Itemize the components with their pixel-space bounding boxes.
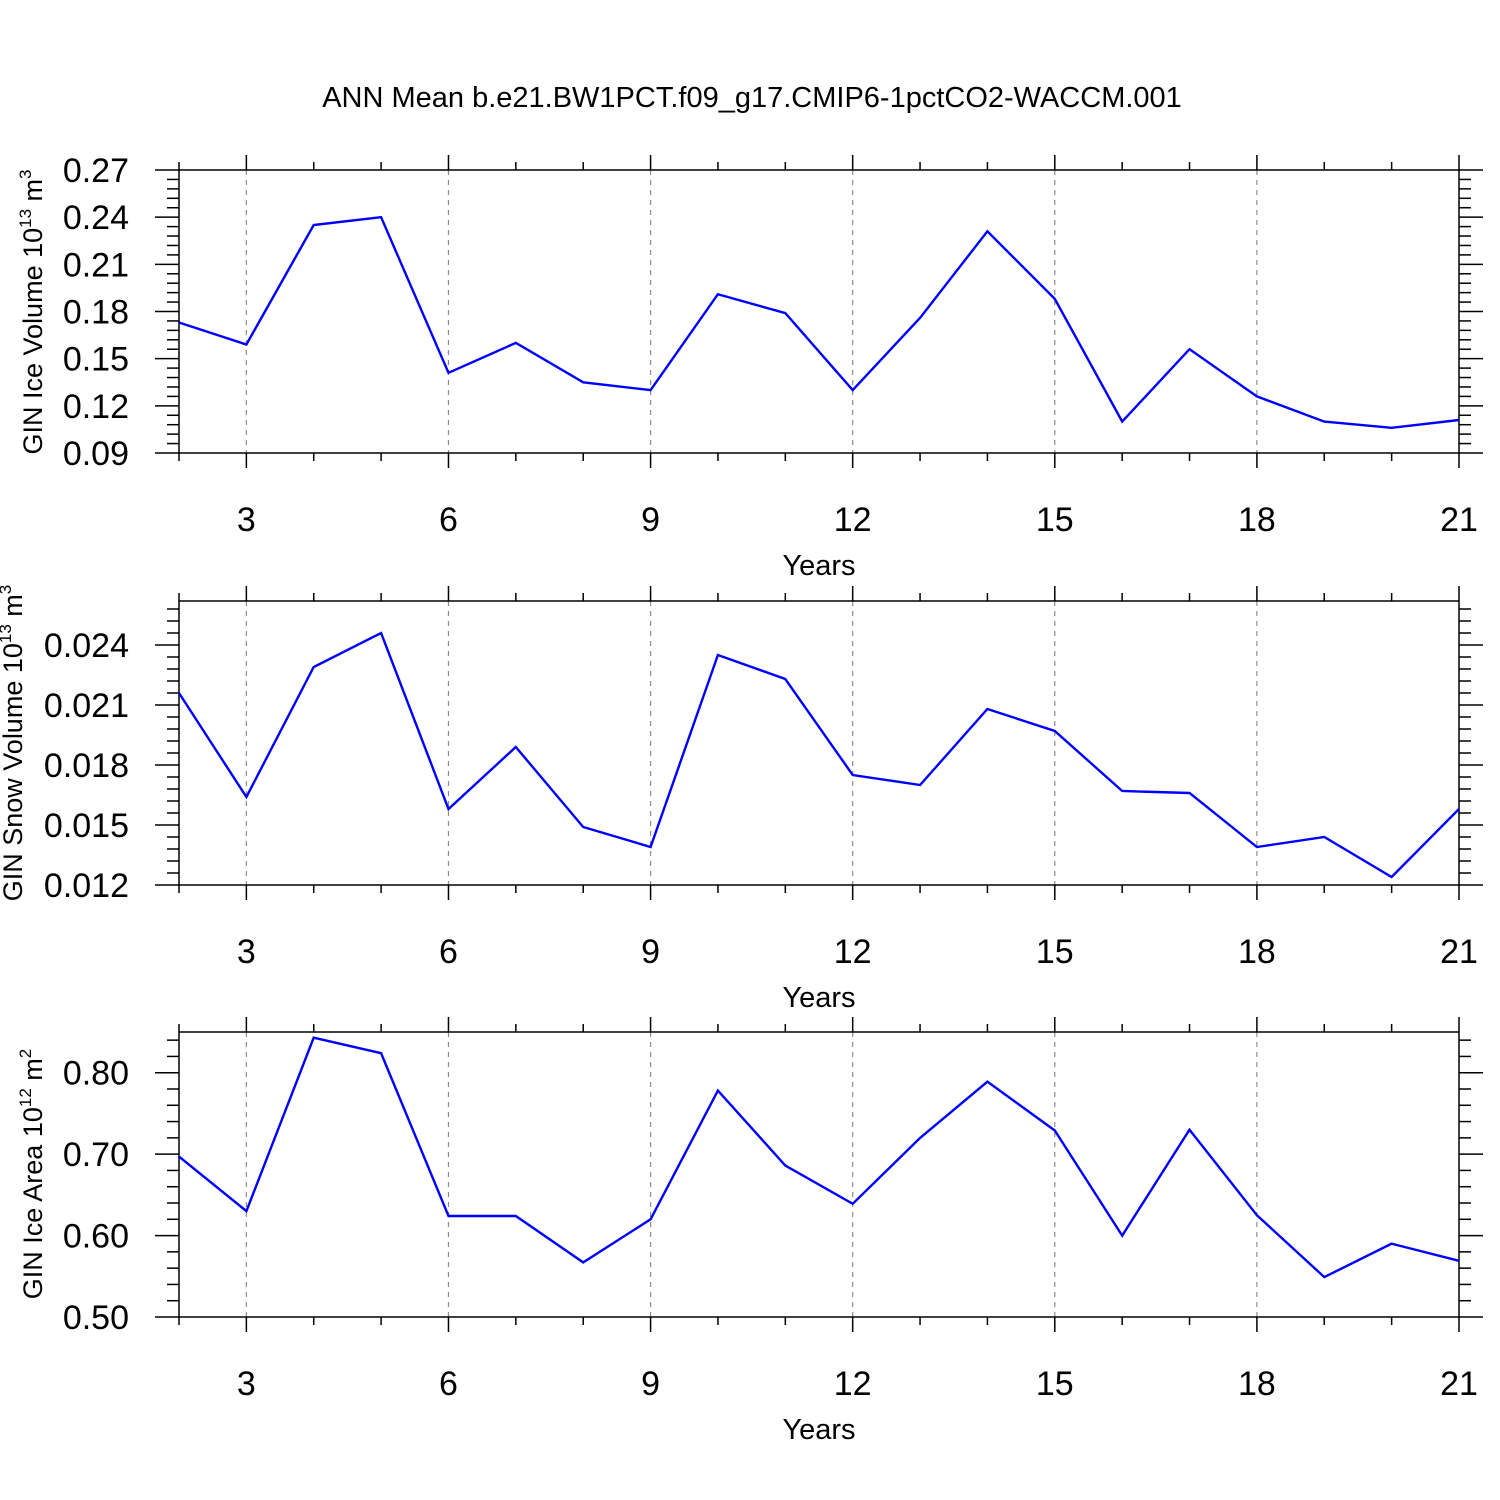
x-tick-label: 3 — [237, 501, 256, 539]
y-tick-label: 0.24 — [63, 199, 129, 237]
x-tick-label: 12 — [834, 933, 872, 971]
y-tick-label: 0.27 — [63, 152, 129, 190]
x-tick-label: 12 — [834, 1365, 872, 1403]
y-tick-label: 0.09 — [63, 435, 129, 473]
y-tick-label: 0.024 — [44, 627, 129, 665]
series-line — [178, 215, 1460, 430]
x-tick-label: 18 — [1238, 501, 1276, 539]
y-tick-label: 0.015 — [44, 807, 129, 845]
x-tick-label: 21 — [1440, 1365, 1478, 1403]
plot-frame — [178, 169, 1460, 454]
x-axis-label: Years — [782, 1414, 855, 1446]
y-tick-label: 0.70 — [63, 1136, 129, 1174]
x-tick-label: 15 — [1036, 933, 1074, 971]
chart-title: ANN Mean b.e21.BW1PCT.f09_g17.CMIP6-1pct… — [322, 82, 1182, 114]
x-axis-label: Years — [782, 550, 855, 582]
panel-ice-volume: 0.09 0.12 0.15 0.18 0.21 0.24 0.27 3 6 9 12 15 18 21 Y… — [16, 152, 1483, 582]
y-axis-label: GIN Snow Volume 1013 m3 — [0, 585, 28, 902]
y-tick-label: 0.21 — [63, 246, 129, 284]
y-tick-label: 0.012 — [44, 867, 129, 905]
x-tick-label: 9 — [641, 933, 660, 971]
x-tick-label: 6 — [439, 1365, 458, 1403]
x-tick-label: 15 — [1036, 1365, 1074, 1403]
x-tick-label: 9 — [641, 1365, 660, 1403]
x-tick-label: 21 — [1440, 501, 1478, 539]
plot-frame — [178, 600, 1460, 886]
series-line — [178, 1036, 1460, 1279]
x-tick-label: 12 — [834, 501, 872, 539]
y-tick-label: 0.50 — [63, 1299, 129, 1337]
x-tick-label: 9 — [641, 501, 660, 539]
y-tick-label: 0.12 — [63, 388, 129, 426]
plot-frame — [178, 1031, 1460, 1318]
y-tick-label: 0.021 — [44, 687, 129, 725]
panel-snow-volume: 0.012 0.015 0.018 0.021 0.024 3 6 9 12 15 18 21 Year… — [0, 585, 1483, 1014]
x-tick-label: 15 — [1036, 501, 1074, 539]
x-tick-label: 6 — [439, 933, 458, 971]
y-tick-label: 0.80 — [63, 1055, 129, 1093]
y-tick-label: 0.15 — [63, 341, 129, 379]
y-tick-label: 0.018 — [44, 747, 129, 785]
x-tick-label: 3 — [237, 933, 256, 971]
x-tick-label: 18 — [1238, 933, 1276, 971]
y-tick-label: 0.60 — [63, 1218, 129, 1256]
panel-ice-area: 0.50 0.60 0.70 0.80 3 6 9 12 15 18 21 Years GIN Ice … — [16, 1017, 1483, 1446]
x-tick-label: 18 — [1238, 1365, 1276, 1403]
y-axis-label: GIN Ice Area 1012 m2 — [16, 1049, 48, 1300]
series-line — [177, 631, 1460, 879]
x-axis-label: Years — [782, 982, 855, 1014]
y-tick-label: 0.18 — [63, 294, 129, 332]
x-tick-label: 6 — [439, 501, 458, 539]
x-tick-label: 21 — [1440, 933, 1478, 971]
y-axis-label: GIN Ice Volume 1013 m3 — [16, 169, 48, 454]
x-tick-label: 3 — [237, 1365, 256, 1403]
